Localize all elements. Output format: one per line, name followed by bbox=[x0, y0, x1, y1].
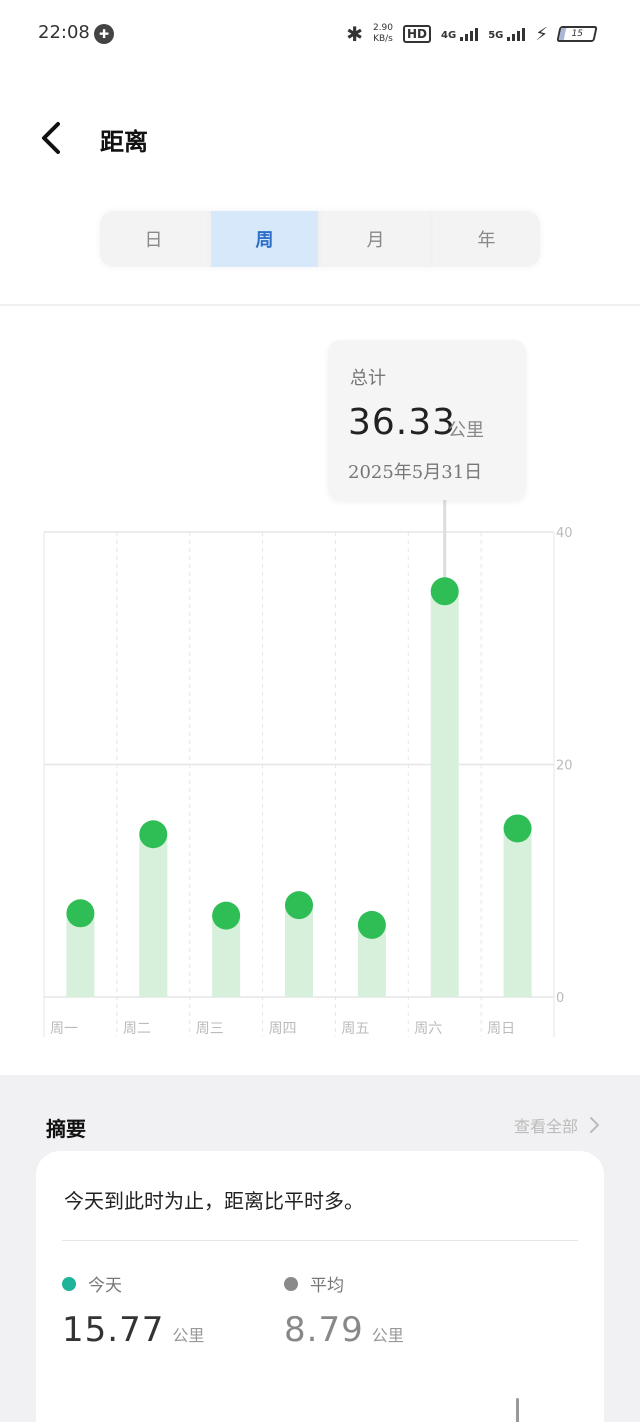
summary-section: 摘要 查看全部 今天到此时为止，距离比平时多。 今天 15.77 公里 平均 bbox=[0, 1075, 640, 1422]
game-controller-icon: ✚ bbox=[94, 24, 114, 44]
battery-level: 15 bbox=[570, 29, 584, 39]
view-all-label: 查看全部 bbox=[513, 1117, 578, 1136]
bar bbox=[503, 828, 532, 997]
x-tick-label: 周四 bbox=[269, 1021, 297, 1037]
summary-title: 摘要 bbox=[46, 1117, 86, 1141]
status-icons: ✱ 2.90 KB/s HD 4G 5G ⚡ 15 bbox=[346, 18, 598, 50]
view-all-link[interactable]: 查看全部 bbox=[514, 1113, 600, 1137]
y-tick-label: 40 bbox=[556, 526, 573, 541]
network-speed: 2.90 KB/s bbox=[373, 23, 393, 45]
data-point bbox=[139, 820, 168, 849]
x-tick-label: 周日 bbox=[487, 1021, 515, 1037]
data-point bbox=[503, 814, 532, 843]
data-point bbox=[212, 901, 241, 930]
card-divider bbox=[62, 1240, 578, 1241]
section-divider bbox=[0, 304, 640, 306]
average-label: 平均 bbox=[310, 1276, 344, 1296]
signal-5g-icon: 5G bbox=[488, 27, 526, 41]
charging-icon: ⚡ bbox=[535, 23, 548, 45]
stat-today: 今天 15.77 公里 bbox=[62, 1271, 204, 1350]
x-tick-label: 周三 bbox=[196, 1021, 224, 1037]
stat-average: 平均 8.79 公里 bbox=[284, 1271, 404, 1350]
tab-month[interactable]: 月 bbox=[322, 211, 429, 267]
bluetooth-icon: ✱ bbox=[346, 22, 363, 46]
bar bbox=[430, 591, 459, 997]
average-legend-dot bbox=[284, 1276, 298, 1291]
page-title: 距离 bbox=[100, 127, 148, 156]
x-tick-label: 周一 bbox=[50, 1021, 78, 1037]
status-bar: 22:08 ✚ ✱ 2.90 KB/s HD 4G 5G ⚡ 15 bbox=[0, 0, 640, 66]
x-tick-label: 周五 bbox=[341, 1021, 369, 1037]
tab-week[interactable]: 周 bbox=[211, 211, 318, 267]
today-legend-dot bbox=[62, 1276, 76, 1291]
chevron-right-icon bbox=[590, 1117, 599, 1133]
bar bbox=[139, 834, 168, 997]
signal-4g-icon: 4G bbox=[441, 27, 479, 41]
data-point bbox=[285, 891, 313, 920]
summary-card: 今天到此时为止，距离比平时多。 今天 15.77 公里 平均 8.79 公里 bbox=[36, 1151, 604, 1422]
today-unit: 公里 bbox=[172, 1326, 205, 1345]
average-value: 8.79 bbox=[284, 1310, 364, 1350]
data-point bbox=[357, 910, 386, 939]
tooltip-unit: 公里 bbox=[448, 420, 484, 441]
today-value: 15.77 bbox=[62, 1310, 165, 1350]
signal-4g-label: 4G bbox=[441, 29, 457, 41]
period-tabs: 日 周 月 年 bbox=[100, 211, 540, 267]
tab-year[interactable]: 年 bbox=[433, 211, 540, 267]
bar bbox=[285, 905, 313, 997]
status-time: 22:08 bbox=[38, 22, 90, 43]
hd-label: HD bbox=[407, 27, 428, 41]
network-speed-value: 2.90 bbox=[372, 23, 393, 33]
y-tick-label: 20 bbox=[556, 759, 573, 774]
back-arrow-icon[interactable] bbox=[36, 118, 72, 158]
tooltip-date: 2025年5月31日 bbox=[348, 462, 483, 483]
battery-icon: 15 bbox=[556, 26, 598, 42]
tooltip-value: 36.33 bbox=[348, 402, 457, 443]
today-label: 今天 bbox=[88, 1276, 122, 1296]
data-point bbox=[66, 899, 95, 928]
network-speed-unit: KB/s bbox=[373, 34, 393, 44]
tooltip-label: 总计 bbox=[350, 368, 386, 389]
data-point bbox=[430, 577, 459, 606]
scroll-indicator bbox=[516, 1398, 519, 1422]
hd-icon: HD bbox=[403, 25, 432, 43]
tab-day[interactable]: 日 bbox=[100, 211, 207, 267]
summary-message: 今天到此时为止，距离比平时多。 bbox=[64, 1189, 364, 1213]
distance-bar-chart[interactable]: 0 20 40 周一 周二 周三 周四 周五 周六 周日 bbox=[0, 500, 640, 1050]
average-unit: 公里 bbox=[371, 1326, 404, 1345]
chart-tooltip: 总计 36.33 公里 2025年5月31日 bbox=[328, 340, 526, 500]
x-tick-label: 周二 bbox=[123, 1021, 151, 1037]
signal-5g-label: 5G bbox=[488, 29, 504, 41]
y-tick-label: 0 bbox=[556, 991, 564, 1006]
x-tick-label: 周六 bbox=[414, 1021, 442, 1037]
